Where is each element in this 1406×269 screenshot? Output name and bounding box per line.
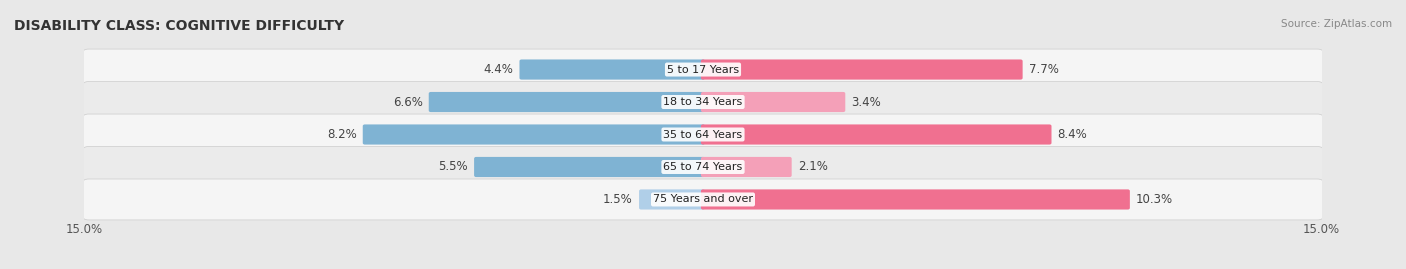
FancyBboxPatch shape	[83, 82, 1323, 122]
Text: DISABILITY CLASS: COGNITIVE DIFFICULTY: DISABILITY CLASS: COGNITIVE DIFFICULTY	[14, 19, 344, 33]
Text: 10.3%: 10.3%	[1136, 193, 1173, 206]
Text: 75 Years and over: 75 Years and over	[652, 194, 754, 204]
Text: 4.4%: 4.4%	[484, 63, 513, 76]
Text: 8.2%: 8.2%	[326, 128, 357, 141]
Text: 3.4%: 3.4%	[852, 95, 882, 108]
FancyBboxPatch shape	[702, 125, 1052, 144]
Text: 2.1%: 2.1%	[797, 161, 828, 174]
Text: 1.5%: 1.5%	[603, 193, 633, 206]
FancyBboxPatch shape	[83, 147, 1323, 187]
FancyBboxPatch shape	[83, 49, 1323, 90]
Text: 8.4%: 8.4%	[1057, 128, 1087, 141]
Text: 7.7%: 7.7%	[1029, 63, 1059, 76]
FancyBboxPatch shape	[702, 92, 845, 112]
Text: Source: ZipAtlas.com: Source: ZipAtlas.com	[1281, 19, 1392, 29]
FancyBboxPatch shape	[429, 92, 704, 112]
Text: 5 to 17 Years: 5 to 17 Years	[666, 65, 740, 75]
Text: 18 to 34 Years: 18 to 34 Years	[664, 97, 742, 107]
Text: 65 to 74 Years: 65 to 74 Years	[664, 162, 742, 172]
Text: 6.6%: 6.6%	[392, 95, 423, 108]
Text: 35 to 64 Years: 35 to 64 Years	[664, 129, 742, 140]
Legend: Male, Female: Male, Female	[637, 264, 769, 269]
FancyBboxPatch shape	[702, 189, 1130, 210]
FancyBboxPatch shape	[519, 59, 704, 80]
Text: 5.5%: 5.5%	[439, 161, 468, 174]
FancyBboxPatch shape	[83, 114, 1323, 155]
FancyBboxPatch shape	[702, 157, 792, 177]
FancyBboxPatch shape	[640, 189, 704, 210]
FancyBboxPatch shape	[702, 59, 1022, 80]
FancyBboxPatch shape	[83, 179, 1323, 220]
FancyBboxPatch shape	[474, 157, 704, 177]
FancyBboxPatch shape	[363, 125, 704, 144]
